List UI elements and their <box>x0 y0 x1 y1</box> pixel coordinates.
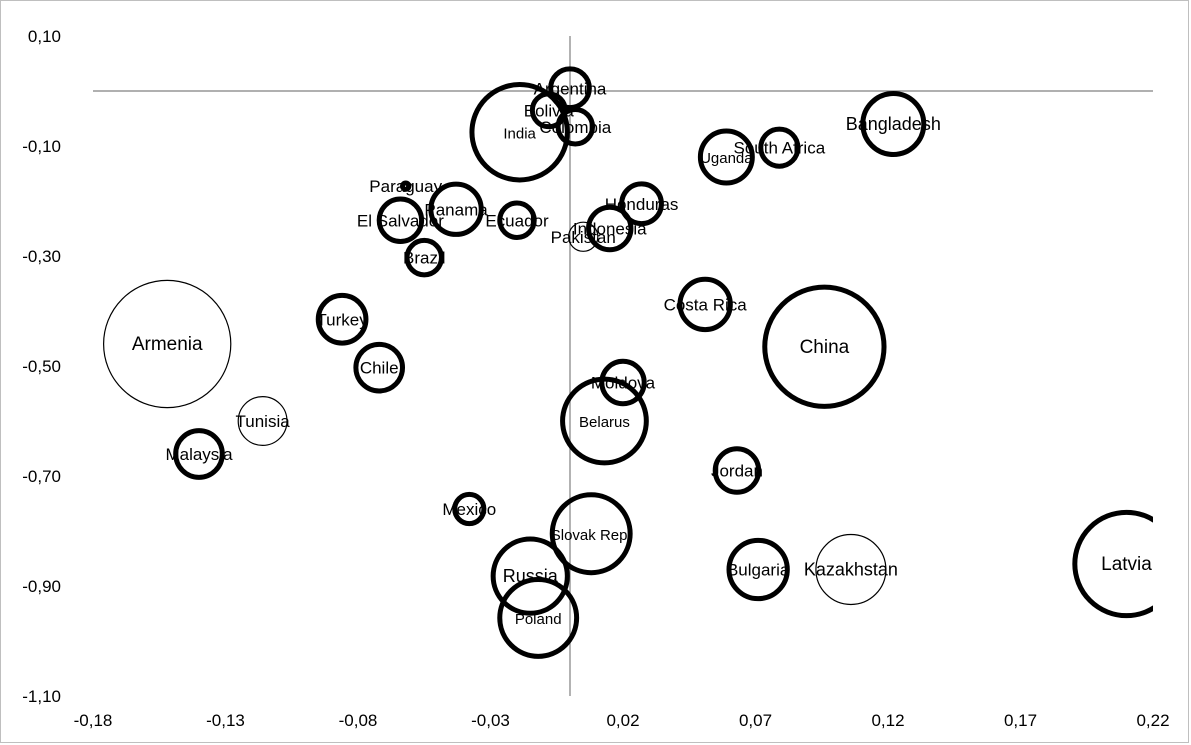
bubble-armenia <box>102 279 232 409</box>
bubble-panama <box>428 181 484 237</box>
y-tick-label: 0,10 <box>28 27 61 46</box>
y-tick-label: -0,90 <box>22 577 61 596</box>
x-tick-label: 0,17 <box>1004 711 1037 730</box>
bubble-turkey <box>315 292 369 346</box>
bubble-label-mexico: Mexico <box>442 500 496 519</box>
bubble-label-uganda: Uganda <box>700 150 753 167</box>
bubble-paraguay <box>400 180 412 192</box>
bubble-label-turkey: Turkey <box>316 310 368 329</box>
bubble-label-paraguay: Paraguay <box>369 177 442 196</box>
bubble-colombia <box>555 107 596 147</box>
bubble-chile <box>353 341 406 394</box>
bubble-uganda <box>697 128 755 186</box>
x-tick-label: -0,08 <box>339 711 378 730</box>
bubble-bangladesh <box>860 91 927 157</box>
bubble-belarus <box>560 376 649 466</box>
bubble-label-tunisia: Tunisia <box>236 412 291 431</box>
bubble-jordan <box>712 446 762 495</box>
bubble-bulgaria <box>726 537 790 602</box>
x-tick-label: 0,22 <box>1136 711 1169 730</box>
bubble-indonesia <box>586 204 634 253</box>
bubble-label-pakistan: Pakistan <box>551 228 616 247</box>
bubble-label-south-africa: South Africa <box>734 139 826 158</box>
bubble-label-honduras: Honduras <box>605 195 679 214</box>
x-tick-label: 0,07 <box>739 711 772 730</box>
bubble-argentina <box>548 66 592 111</box>
y-tick-label: -0,70 <box>22 467 61 486</box>
bubble-label-kazakhstan: Kazakhstan <box>804 560 898 580</box>
bubble-label-el-salvador: El Salvador <box>357 211 444 230</box>
bubble-mexico <box>452 491 487 527</box>
bubble-label-chile: Chile <box>360 359 399 378</box>
reference-lines <box>93 36 1153 696</box>
bubble-label-jordan: Jordan <box>711 462 763 481</box>
bubble-label-armenia: Armenia <box>132 334 203 355</box>
x-tick-label: -0,03 <box>471 711 510 730</box>
bubble-india <box>469 82 570 183</box>
bubble-moldova <box>599 358 647 407</box>
bubble-ecuador <box>497 200 537 240</box>
bubble-label-argentina: Argentina <box>534 79 607 98</box>
bubble-label-brazil: Brazil <box>403 249 446 268</box>
bubble-label-panama: Panama <box>424 200 488 219</box>
bubble-label-latvia: Latvia <box>1101 554 1152 575</box>
bubble-label-belarus: Belarus <box>579 414 630 431</box>
bubble-russia <box>490 536 570 616</box>
bubble-south-africa <box>758 126 801 169</box>
y-tick-label: -0,30 <box>22 247 61 266</box>
x-tick-label: 0,12 <box>871 711 904 730</box>
tick-labels: -0,18 -0,13 -0,08 -0,03 0,02 0,07 0,12 0,17 0,22… <box>22 27 1169 730</box>
bubble-el-salvador <box>376 196 425 244</box>
y-tick-label: -0,50 <box>22 357 61 376</box>
bubble-label-bolivia: Bolivia <box>524 101 575 120</box>
bubble-honduras <box>619 181 664 227</box>
bubble-kazakhstan <box>815 533 887 606</box>
bubble-label-bulgaria: Bulgaria <box>727 561 790 580</box>
x-tick-label: 0,02 <box>606 711 639 730</box>
x-tick-label: -0,13 <box>206 711 245 730</box>
bubble-label-poland: Poland <box>515 611 562 628</box>
bubble-label-indonesia: Indonesia <box>573 220 647 239</box>
bubble-china <box>762 284 887 409</box>
bubble-label-china: China <box>800 337 850 358</box>
bubble-label-malaysia: Malaysia <box>165 445 233 464</box>
bubble-slovak-rep <box>549 492 633 576</box>
bubble-label-costa-rica: Costa Rica <box>664 295 748 314</box>
y-tick-label: -1,10 <box>22 687 61 706</box>
bubble-poland <box>497 576 580 659</box>
bubble-malaysia <box>173 428 225 480</box>
bubble-label-bangladesh: Bangladesh <box>846 114 941 134</box>
bubble-tunisia <box>237 396 288 446</box>
bubble-label-ecuador: Ecuador <box>485 211 549 230</box>
bubble-label-russia: Russia <box>503 566 559 586</box>
y-tick-label: -0,10 <box>22 137 61 156</box>
bubble-labels: Argentina Bolivia India Colombia UgandaSouth… <box>132 79 1152 628</box>
bubble-label-india: India <box>503 125 536 142</box>
bubble-costa-rica <box>677 276 733 333</box>
bubble-label-slovak-rep: Slovak Rep. <box>551 527 632 544</box>
bubble-group <box>102 66 1153 659</box>
bubble-brazil <box>404 237 444 278</box>
bubble-pakistan <box>568 221 599 252</box>
x-tick-label: -0,18 <box>74 711 113 730</box>
bubble-label-moldova: Moldova <box>591 374 656 393</box>
bubble-label-colombia: Colombia <box>539 118 611 137</box>
bubble-latvia <box>1072 509 1153 619</box>
